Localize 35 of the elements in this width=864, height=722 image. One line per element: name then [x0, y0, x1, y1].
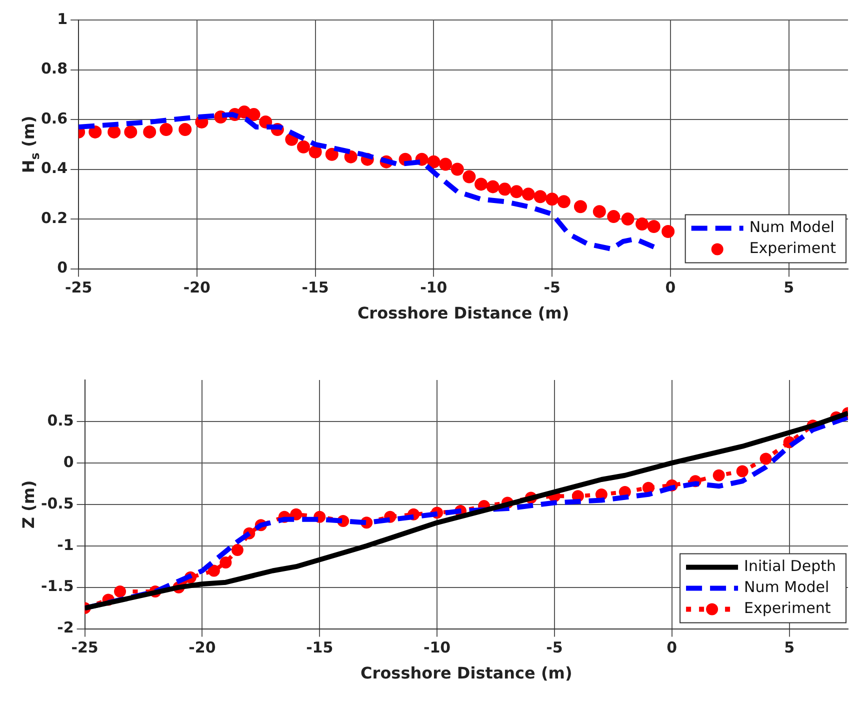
- x-tick-label: -20: [188, 638, 216, 657]
- x-tick-label: 5: [784, 278, 794, 297]
- x-tick-label: -25: [65, 278, 92, 297]
- x-tick-label: -5: [544, 278, 560, 297]
- x-tick-label: -15: [302, 278, 329, 297]
- x-tick-label: -5: [546, 638, 563, 657]
- x-axis-title: Crosshore Distance (m): [360, 664, 572, 683]
- y-tick-label: 0: [63, 452, 74, 471]
- y-tick-label: 0: [57, 258, 68, 277]
- y-axis-title: Hs (m): [19, 116, 42, 174]
- y-axis-title: Z (m): [19, 480, 38, 529]
- y-tick-label: 0.4: [40, 159, 68, 178]
- y-tick-label: 1: [57, 10, 68, 28]
- x-tick-label: 0: [666, 638, 678, 657]
- y-tick-label: -2: [57, 618, 74, 637]
- x-tick-label: -20: [183, 278, 210, 297]
- legend-label: Num Model: [749, 218, 834, 236]
- legend-label: Experiment: [749, 239, 836, 258]
- x-tick-label: -10: [420, 278, 448, 297]
- legend-label: Initial Depth: [744, 557, 836, 576]
- x-tick-label: -15: [306, 638, 334, 657]
- y-tick-label: -1: [57, 536, 74, 554]
- y-tick-label: 0.5: [47, 411, 74, 430]
- x-tick-label: -25: [71, 638, 98, 657]
- x-tick-label: 5: [784, 638, 795, 657]
- y-tick-label: 0.2: [40, 208, 68, 227]
- legend-label: Num Model: [744, 578, 830, 596]
- y-tick-label: 0.8: [40, 60, 68, 78]
- y-tick-label: -1.5: [40, 577, 74, 596]
- x-tick-label: -10: [423, 638, 451, 657]
- x-axis-title: Crosshore Distance (m): [357, 304, 570, 323]
- y-tick-label: 0.6: [40, 109, 68, 128]
- y-tick-label: -0.5: [40, 494, 74, 512]
- legend-label: Experiment: [744, 599, 831, 618]
- x-tick-label: 0: [665, 278, 676, 297]
